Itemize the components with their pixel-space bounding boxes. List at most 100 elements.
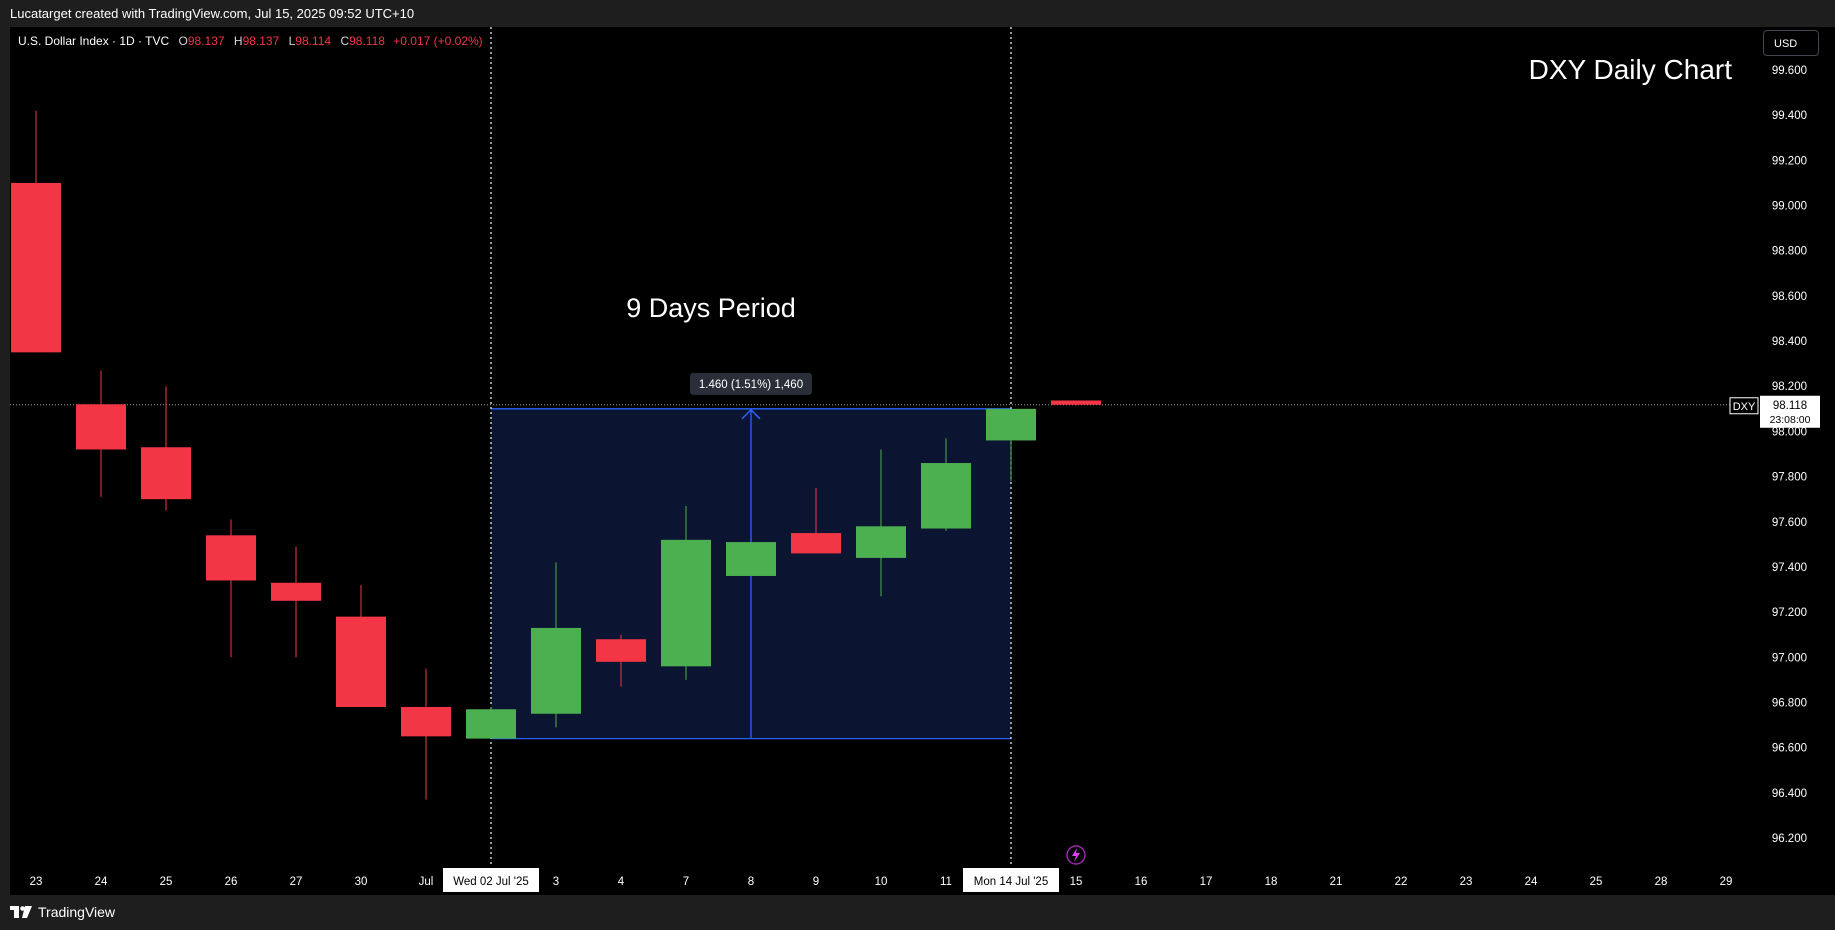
high-value: 98.137 — [242, 34, 280, 48]
y-tick-label: 97.400 — [1772, 562, 1807, 574]
candle-body — [206, 535, 256, 581]
close-key: C — [340, 34, 350, 48]
x-tick-label: 24 — [1525, 876, 1538, 888]
crosshair-date-label: Wed 02 Jul '25 — [453, 876, 529, 888]
x-tick-label: 22 — [1395, 876, 1408, 888]
branding-label: TradingView — [38, 904, 116, 920]
lightning-event-icon — [1066, 845, 1086, 865]
lightning-glyph — [1072, 848, 1080, 862]
low-value: 98.114 — [295, 34, 332, 48]
y-tick-label: 96.400 — [1772, 788, 1807, 800]
y-tick-label: 98.000 — [1772, 426, 1807, 438]
open-key: O — [178, 34, 188, 48]
candle-body — [856, 526, 906, 558]
x-tick-label: 26 — [225, 876, 238, 888]
candle — [466, 706, 516, 739]
candle-body — [531, 627, 581, 714]
x-tick-label: 10 — [875, 876, 888, 888]
candle-body — [661, 539, 711, 667]
candle-body — [401, 706, 451, 737]
x-tick-label: 7 — [683, 876, 689, 888]
price-tag-symbol-box — [1729, 397, 1759, 415]
y-tick-label: 96.600 — [1772, 743, 1807, 755]
candle-body — [791, 533, 841, 554]
candle — [596, 634, 646, 687]
x-tick-label: 3 — [553, 876, 559, 888]
x-tick-label: 25 — [160, 876, 173, 888]
footer-bar — [0, 895, 1835, 930]
candle — [206, 519, 256, 658]
y-tick-label: 96.200 — [1772, 833, 1807, 845]
x-tick-label: 15 — [1070, 876, 1083, 888]
y-tick-label: 98.800 — [1772, 246, 1807, 258]
candle-body — [466, 709, 516, 739]
y-tick-label: 98.600 — [1772, 291, 1807, 303]
y-tick-label: 97.800 — [1772, 472, 1807, 484]
x-tick-label: Jul — [419, 876, 434, 888]
crosshair-date-label-bg — [443, 868, 539, 892]
candle-body — [11, 182, 61, 353]
chart-title: DXY Daily Chart — [1528, 54, 1732, 85]
ohlc-legend: U.S. Dollar Index · 1D · TVC O98.137 H98… — [18, 34, 483, 48]
crosshair-date-label: Mon 14 Jul '25 — [974, 876, 1048, 888]
candle-body — [76, 404, 126, 450]
y-tick-label: 99.200 — [1772, 155, 1807, 167]
symbol-info[interactable]: U.S. Dollar Index · 1D · TVC — [18, 34, 170, 48]
candle-body — [141, 447, 191, 500]
y-tick-label: 96.800 — [1772, 697, 1807, 709]
candle — [141, 386, 191, 511]
y-tick-label: 97.000 — [1772, 652, 1807, 664]
chart-credit: Lucatarget created with TradingView.com,… — [0, 0, 1835, 27]
measure-tooltip — [690, 372, 812, 395]
x-tick-label: 18 — [1265, 876, 1278, 888]
tradingview-logo[interactable]: TradingView — [10, 904, 115, 920]
x-tick-label: 4 — [618, 876, 625, 888]
tradingview-logo-icon — [10, 906, 32, 918]
candle — [791, 487, 841, 554]
period-annotation: 9 Days Period — [626, 293, 796, 323]
x-tick-label: 23 — [30, 876, 43, 888]
candle-body — [726, 542, 776, 576]
candle — [531, 562, 581, 728]
y-tick-label: 97.200 — [1772, 607, 1807, 619]
y-tick-label: 98.200 — [1772, 381, 1807, 393]
y-tick-label: 99.400 — [1772, 110, 1807, 122]
candle — [76, 370, 126, 497]
x-tick-label: 17 — [1200, 876, 1213, 888]
candle-body — [921, 463, 971, 529]
candle — [401, 668, 451, 800]
y-tick-label: 99.600 — [1772, 65, 1807, 77]
candle-body — [336, 616, 386, 707]
x-tick-label: 25 — [1590, 876, 1603, 888]
price-tag-countdown: 23:08:00 — [1770, 414, 1811, 426]
low-key: L — [288, 34, 296, 48]
x-tick-label: 28 — [1655, 876, 1668, 888]
x-tick-label: 29 — [1720, 876, 1733, 888]
price-tag-value: 98.118 — [1773, 400, 1807, 412]
candle — [661, 505, 711, 680]
y-tick-label: 99.000 — [1772, 201, 1807, 213]
candle-body — [986, 408, 1036, 441]
crosshair-date-label-bg — [963, 868, 1059, 892]
change-value: +0.017 (+0.02%) — [393, 34, 483, 48]
x-tick-label: 11 — [940, 876, 952, 888]
candle — [986, 408, 1036, 482]
candle-body — [271, 582, 321, 601]
x-tick-label: 8 — [748, 876, 754, 888]
candle — [11, 110, 61, 353]
candle — [726, 542, 776, 576]
x-tick-label: 30 — [355, 876, 368, 888]
candle — [1051, 400, 1101, 406]
candle — [921, 438, 971, 531]
y-tick-label: 97.600 — [1772, 517, 1807, 529]
candle — [336, 585, 386, 707]
x-tick-label: 23 — [1460, 876, 1473, 888]
x-tick-label: 24 — [95, 876, 108, 888]
candle-body — [1051, 400, 1101, 405]
y-tick-label: 98.400 — [1772, 336, 1807, 348]
price-tag-symbol: DXY — [1733, 401, 1756, 413]
x-tick-label: 27 — [290, 876, 303, 888]
candle-body — [596, 639, 646, 662]
currency-button[interactable]: USD — [1763, 30, 1819, 56]
